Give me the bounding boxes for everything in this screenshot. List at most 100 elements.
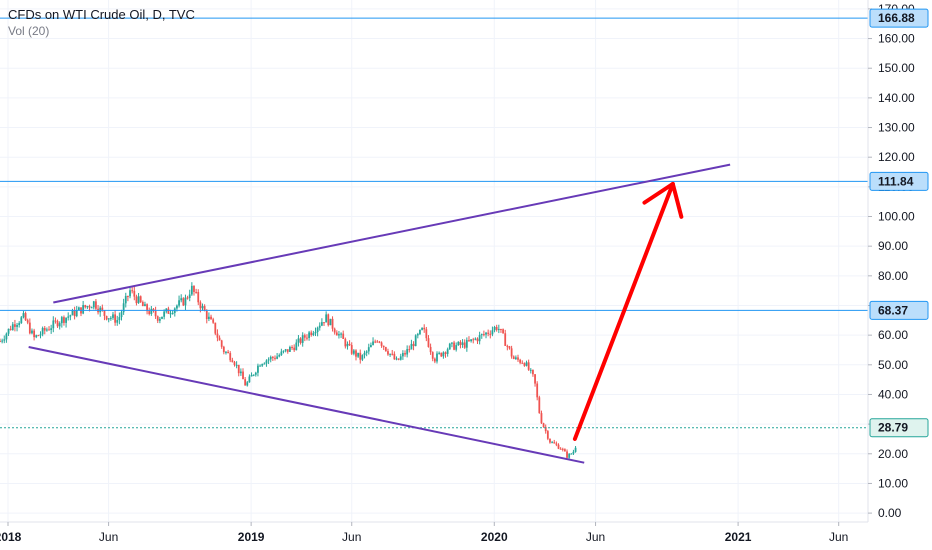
candle-body [525, 362, 528, 366]
candle-body [116, 320, 119, 323]
candle-body [299, 338, 302, 343]
candle-body [316, 327, 319, 332]
level-price-badge[interactable] [869, 300, 929, 320]
candle-body [557, 444, 560, 449]
price-axis-bg [868, 0, 932, 550]
candle-body [416, 334, 419, 336]
candle-body [161, 316, 163, 319]
horizontal-levels[interactable] [0, 17, 868, 429]
candle-body [325, 314, 328, 323]
time-tick-label: Jun [99, 530, 118, 544]
candle-body [88, 306, 91, 308]
candle-body [131, 290, 134, 292]
arrow-shaft[interactable] [572, 181, 675, 441]
time-tick-label: Jun [586, 530, 605, 544]
candle-body [412, 343, 415, 347]
trendline-upper[interactable] [53, 163, 731, 304]
candle-body [222, 346, 225, 353]
candle-body [404, 353, 406, 355]
candle-body [109, 317, 112, 319]
candle-body [90, 307, 93, 309]
candle-body [367, 347, 370, 352]
candle-body [276, 356, 279, 359]
time-axis[interactable]: 2018 Jun 2019 Jun 2020 Jun 2021 Jun [0, 521, 868, 550]
candle-body [512, 356, 515, 360]
candle-body [333, 328, 336, 333]
candle-body [331, 318, 334, 329]
trendlines[interactable] [28, 163, 731, 464]
candle-body [523, 363, 526, 366]
trendline-lower[interactable] [28, 346, 585, 464]
level-price-label: 68.37 [878, 303, 908, 317]
candle-body [320, 322, 323, 326]
candle-body [472, 339, 475, 341]
price-axis[interactable]: 0.0010.0020.0030.0040.0050.0060.0070.008… [867, 0, 932, 550]
candle-body [502, 329, 504, 334]
candle-body [135, 296, 138, 304]
candle-body [167, 308, 170, 314]
forecast-arrow[interactable] [572, 181, 684, 441]
price-tick-label: 10.00 [878, 476, 908, 490]
candle-body [423, 327, 426, 330]
candle-body [137, 296, 140, 304]
candle-body [485, 332, 487, 335]
candle-body [56, 321, 59, 327]
time-tick-label: 2020 [481, 530, 508, 544]
candle-body [348, 343, 351, 346]
candle-body [376, 341, 379, 343]
candle-body [480, 334, 483, 336]
candle-body [37, 335, 40, 337]
candle-body [259, 365, 261, 367]
candle-body [118, 317, 121, 321]
candle-body [506, 345, 509, 347]
candle-body [314, 331, 317, 334]
candle-body [16, 324, 18, 327]
price-tick-label: 140.00 [878, 91, 915, 105]
candle-body [399, 356, 402, 360]
candle-body [306, 337, 308, 339]
candle-body [497, 328, 500, 330]
level-price-badge[interactable] [869, 418, 929, 438]
time-axis-bg [0, 522, 868, 550]
volume-indicator-label[interactable]: Vol (20) [8, 24, 50, 38]
candle-body [482, 334, 485, 336]
candle-body [163, 311, 166, 317]
candle-body [323, 322, 325, 324]
candle-body [540, 413, 543, 424]
candle-body [470, 339, 473, 342]
candle-body [340, 333, 342, 335]
candle-body [489, 333, 492, 335]
candle-body [406, 349, 409, 355]
candle-body [401, 353, 404, 357]
candle-body [546, 431, 549, 439]
level-price-badge[interactable] [869, 8, 929, 28]
candle-body [551, 442, 554, 444]
candle-body [536, 383, 539, 398]
time-tick-label: Jun [829, 530, 848, 544]
candle-body [378, 341, 381, 343]
candle-body [532, 369, 534, 375]
price-tick-label: 80.00 [878, 269, 908, 283]
candle-body [293, 347, 296, 351]
candle-body [77, 307, 80, 311]
candle-body [197, 292, 200, 303]
candle-body [568, 453, 571, 458]
candle-body [397, 358, 400, 360]
candle-body [572, 451, 575, 454]
candle-body [95, 301, 97, 309]
candle-body [218, 337, 221, 341]
candle-body [233, 362, 236, 365]
candle-body [393, 353, 396, 360]
candle-body [372, 341, 374, 346]
candle-body [504, 333, 507, 346]
candle-body [329, 318, 332, 326]
candle-body [248, 376, 251, 383]
level-price-badge[interactable] [869, 171, 929, 191]
candle-body [365, 351, 368, 353]
candle-body [444, 352, 447, 354]
arrow-head[interactable] [642, 181, 684, 219]
candle-body [527, 362, 530, 370]
candle-body [286, 349, 289, 352]
candle-body [269, 356, 272, 360]
